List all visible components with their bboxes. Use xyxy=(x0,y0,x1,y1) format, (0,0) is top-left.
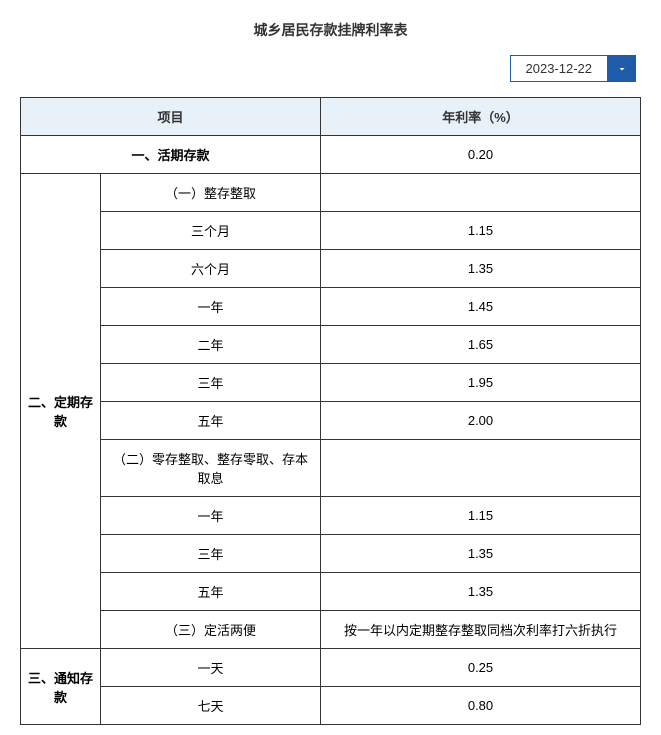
rate-cell: 1.65 xyxy=(321,326,641,364)
term-cell: 七天 xyxy=(101,687,321,725)
fixed-sub2-header-row: （二）零存整取、整存零取、存本取息 xyxy=(21,440,641,497)
fixed-sub2-rate-empty xyxy=(321,440,641,497)
rate-cell: 1.35 xyxy=(321,535,641,573)
notice-label: 三、通知存款 xyxy=(21,649,101,725)
term-cell: 六个月 xyxy=(101,250,321,288)
date-selector: 2023-12-22 xyxy=(20,55,641,82)
chevron-down-icon xyxy=(616,63,628,75)
fixed-sub1-label: （一）整存整取 xyxy=(101,174,321,212)
rate-table: 项目 年利率（%） 一、活期存款 0.20 二、定期存款 （一）整存整取 三个月… xyxy=(20,97,641,725)
table-header-row: 项目 年利率（%） xyxy=(21,98,641,136)
date-dropdown-button[interactable] xyxy=(608,55,636,82)
table-row: 五年 2.00 xyxy=(21,402,641,440)
page-title: 城乡居民存款挂牌利率表 xyxy=(20,20,641,40)
rate-cell: 0.25 xyxy=(321,649,641,687)
notice-row-1: 三、通知存款 一天 0.25 xyxy=(21,649,641,687)
rate-cell: 1.95 xyxy=(321,364,641,402)
rate-cell: 2.00 xyxy=(321,402,641,440)
rate-cell: 1.15 xyxy=(321,497,641,535)
table-row: 二年 1.65 xyxy=(21,326,641,364)
table-row: 一年 1.15 xyxy=(21,497,641,535)
date-value[interactable]: 2023-12-22 xyxy=(510,55,609,82)
fixed-sub3-label: （三）定活两便 xyxy=(101,611,321,649)
table-row: 三个月 1.15 xyxy=(21,212,641,250)
table-row: 一年 1.45 xyxy=(21,288,641,326)
demand-deposit-row: 一、活期存款 0.20 xyxy=(21,136,641,174)
header-item: 项目 xyxy=(21,98,321,136)
table-row: 三年 1.35 xyxy=(21,535,641,573)
fixed-sub1-rate-empty xyxy=(321,174,641,212)
demand-label: 一、活期存款 xyxy=(21,136,321,174)
term-cell: 五年 xyxy=(101,402,321,440)
rate-cell: 1.35 xyxy=(321,250,641,288)
fixed-sub3-row: （三）定活两便 按一年以内定期整存整取同档次利率打六折执行 xyxy=(21,611,641,649)
rate-cell: 1.15 xyxy=(321,212,641,250)
fixed-label: 二、定期存款 xyxy=(21,174,101,649)
term-cell: 三个月 xyxy=(101,212,321,250)
notice-row-2: 七天 0.80 xyxy=(21,687,641,725)
term-cell: 三年 xyxy=(101,364,321,402)
fixed-sub1-header-row: 二、定期存款 （一）整存整取 xyxy=(21,174,641,212)
term-cell: 一年 xyxy=(101,497,321,535)
term-cell: 一年 xyxy=(101,288,321,326)
demand-rate: 0.20 xyxy=(321,136,641,174)
fixed-sub2-label: （二）零存整取、整存零取、存本取息 xyxy=(101,440,321,497)
header-rate: 年利率（%） xyxy=(321,98,641,136)
term-cell: 三年 xyxy=(101,535,321,573)
fixed-sub3-rate: 按一年以内定期整存整取同档次利率打六折执行 xyxy=(321,611,641,649)
rate-cell: 1.45 xyxy=(321,288,641,326)
term-cell: 五年 xyxy=(101,573,321,611)
table-row: 五年 1.35 xyxy=(21,573,641,611)
term-cell: 一天 xyxy=(101,649,321,687)
table-row: 三年 1.95 xyxy=(21,364,641,402)
rate-cell: 0.80 xyxy=(321,687,641,725)
table-row: 六个月 1.35 xyxy=(21,250,641,288)
term-cell: 二年 xyxy=(101,326,321,364)
rate-cell: 1.35 xyxy=(321,573,641,611)
